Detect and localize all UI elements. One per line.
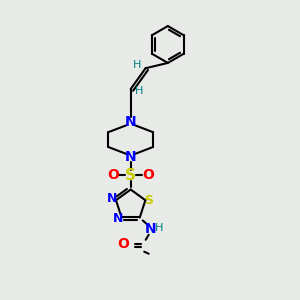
Text: N: N [125,115,136,129]
Text: N: N [125,150,136,164]
Text: H: H [135,85,143,96]
Text: S: S [125,168,136,183]
Text: N: N [144,222,156,236]
Text: N: N [113,212,123,226]
Text: O: O [107,168,119,182]
Text: O: O [117,237,129,251]
Text: H: H [133,60,141,70]
Text: H: H [155,223,163,233]
Text: O: O [142,168,154,182]
Text: N: N [107,192,118,205]
Text: S: S [144,194,153,207]
